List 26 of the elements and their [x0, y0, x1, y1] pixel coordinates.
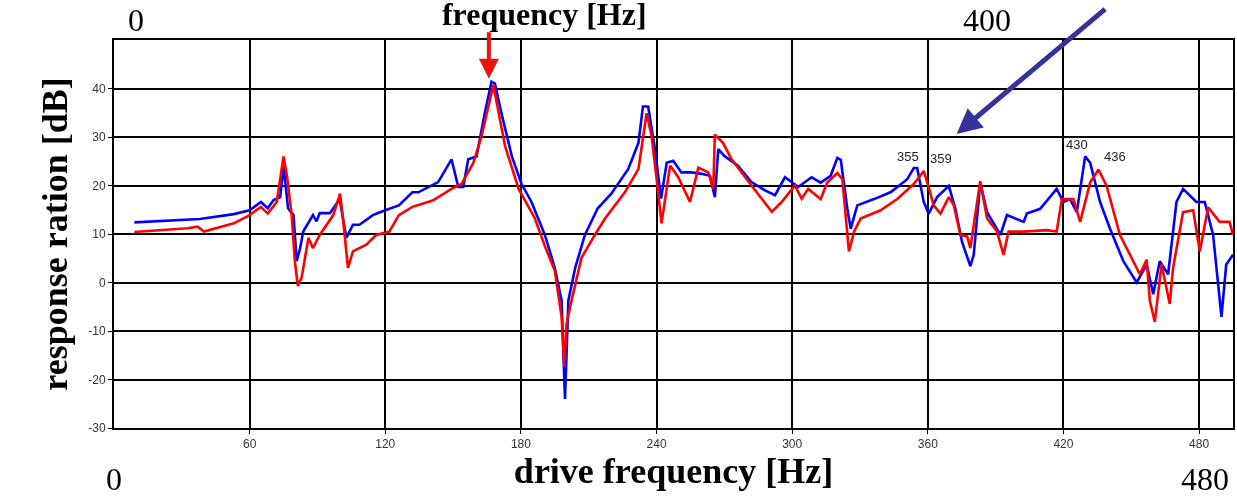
text: 400: [963, 2, 1011, 38]
x-tick-label: 300: [782, 437, 803, 452]
x-tick-label: 360: [917, 437, 939, 452]
y-axis-title: response ration [dB]: [34, 77, 75, 391]
annotation: 355: [897, 149, 919, 164]
text: 480: [1181, 461, 1229, 497]
y-tick-label: -30: [88, 421, 106, 436]
x-tick-label: 480: [1189, 437, 1210, 452]
x-axis-title: drive frequency [Hz]: [513, 451, 834, 492]
x-tick-label: 240: [646, 437, 667, 452]
y-tick-label: 20: [92, 178, 106, 193]
x-tick-label: 60: [242, 437, 257, 452]
x-tick-label: 420: [1053, 437, 1074, 452]
text: 0: [128, 2, 144, 38]
annotation: 430: [1066, 137, 1088, 152]
y-tick-label: 0: [98, 275, 106, 290]
annotation: 436: [1104, 149, 1126, 164]
x-tick-label: 180: [510, 437, 532, 452]
y-tick-label: 30: [92, 130, 106, 145]
y-tick-label: 10: [92, 227, 106, 242]
annotation: 359: [930, 151, 952, 166]
y-tick-label: -20: [88, 372, 106, 387]
y-tick-label: -10: [88, 324, 106, 339]
y-tick-label: 40: [92, 81, 106, 96]
chart-title: frequency [Hz]: [441, 0, 647, 32]
x-tick-label: 120: [375, 437, 396, 452]
